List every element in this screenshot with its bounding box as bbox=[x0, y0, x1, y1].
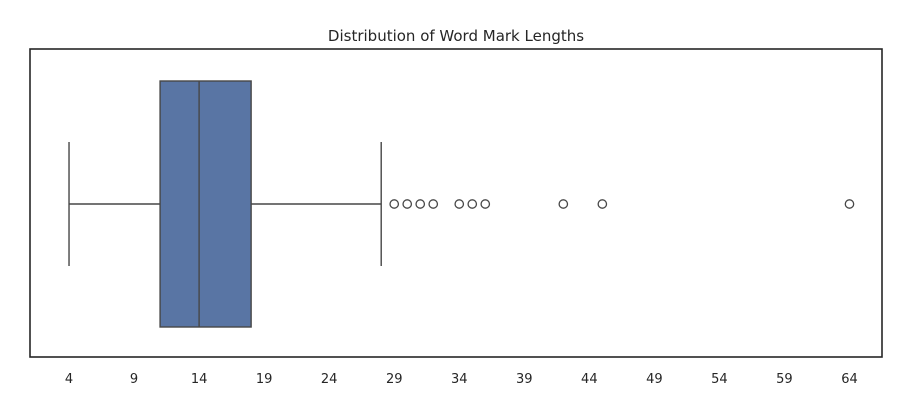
x-tick-label: 4 bbox=[65, 372, 73, 387]
iqr-box bbox=[159, 80, 252, 328]
x-tick-label: 44 bbox=[581, 372, 598, 387]
x-tick-label: 19 bbox=[256, 372, 273, 387]
x-tick-label: 59 bbox=[776, 372, 793, 387]
x-tick-label: 34 bbox=[451, 372, 468, 387]
x-tick-label: 64 bbox=[841, 372, 858, 387]
x-tick-label: 39 bbox=[516, 372, 533, 387]
outlier-point bbox=[480, 199, 491, 209]
outlier-point bbox=[415, 199, 426, 209]
outlier-point bbox=[558, 199, 569, 209]
box-marks bbox=[68, 80, 855, 328]
x-tick-label: 54 bbox=[711, 372, 728, 387]
chart-title: Distribution of Word Mark Lengths bbox=[328, 27, 584, 45]
outlier-point bbox=[844, 199, 855, 209]
plot-frame bbox=[29, 48, 883, 358]
outlier-point bbox=[402, 199, 413, 209]
x-tick-label: 24 bbox=[321, 372, 338, 387]
x-axis-ticks: 4 9 14 19 24 29 34 39 44 49 54 59 64 bbox=[65, 372, 858, 387]
outlier-point bbox=[428, 199, 439, 209]
outlier-point bbox=[467, 199, 478, 209]
outlier-point bbox=[597, 199, 608, 209]
outlier-point bbox=[454, 199, 465, 209]
outlier-point bbox=[389, 199, 400, 209]
x-tick-label: 29 bbox=[386, 372, 403, 387]
x-tick-label: 9 bbox=[130, 372, 138, 387]
x-tick-label: 49 bbox=[646, 372, 663, 387]
x-tick-label: 14 bbox=[191, 372, 208, 387]
